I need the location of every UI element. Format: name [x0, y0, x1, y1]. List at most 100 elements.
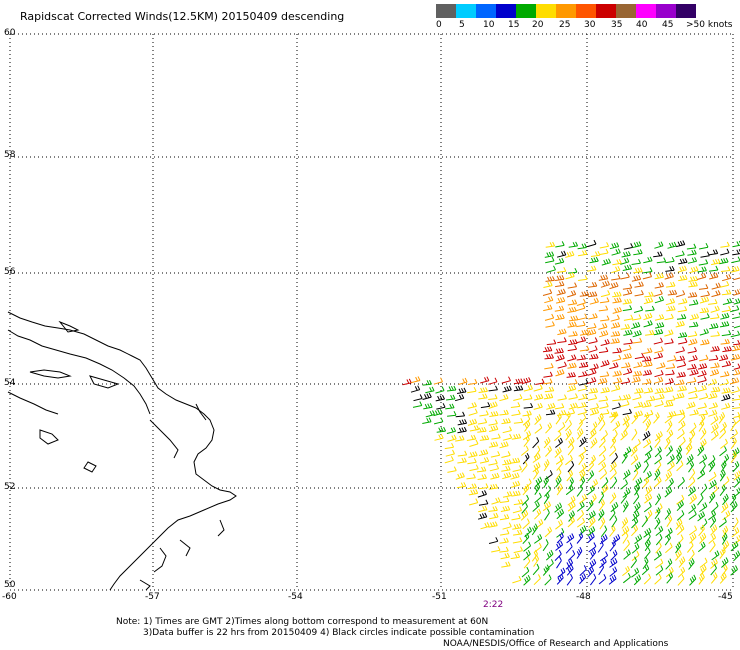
wind-barb [654, 507, 661, 520]
wind-barb [689, 493, 697, 505]
wind-barb [502, 459, 512, 466]
wind-barb [620, 323, 631, 330]
wind-barb [489, 512, 499, 520]
wind-barb [468, 408, 478, 416]
wind-barb [542, 346, 553, 353]
wind-barb [630, 454, 639, 465]
wind-barb [609, 461, 617, 473]
wind-barb [632, 468, 639, 481]
wind-barb [469, 464, 479, 472]
wind-barb [654, 503, 663, 514]
wind-barb [720, 338, 730, 345]
wind-barb [730, 386, 740, 394]
wind-barb [689, 299, 699, 306]
wind-barb [664, 437, 671, 450]
wind-barb [643, 452, 652, 463]
wind-barb [478, 393, 488, 400]
wind-barb [676, 510, 685, 521]
wind-barb [721, 532, 728, 545]
wind-barb [435, 386, 445, 394]
wind-barb [513, 385, 524, 392]
wind-barb [600, 280, 610, 288]
wind-barb [611, 452, 618, 465]
wind-barb [733, 339, 740, 346]
wind-barb [577, 408, 587, 416]
wind-barb [555, 313, 565, 321]
wind-barb [488, 441, 499, 448]
wind-barb [600, 430, 608, 441]
wind-barb [666, 305, 676, 312]
wind-barb [612, 377, 623, 384]
wind-barb [533, 542, 542, 553]
wind-barb [554, 549, 562, 561]
wind-barb [612, 420, 621, 431]
wind-barb [730, 565, 738, 576]
wind-barb [411, 376, 421, 384]
wind-barb [545, 549, 554, 561]
wind-barb [632, 314, 642, 321]
wind-barb [523, 394, 533, 401]
lon-label: -54 [288, 592, 303, 602]
wind-barb [699, 438, 707, 450]
wind-barb [478, 505, 488, 513]
wind-barb [654, 314, 665, 321]
wind-barb [645, 395, 656, 402]
wind-barb [543, 378, 553, 385]
wind-barb [729, 493, 737, 506]
wind-barb [654, 446, 662, 458]
wind-barb [445, 403, 455, 410]
wind-barb [567, 495, 576, 506]
wind-barb [722, 510, 731, 521]
wind-barb [666, 514, 673, 527]
wind-barb [544, 386, 555, 393]
wind-barb [588, 337, 598, 344]
wind-barb [588, 516, 596, 528]
wind-barb [543, 476, 549, 489]
wind-barb [579, 469, 586, 482]
wind-barb [578, 371, 588, 378]
wind-barb [534, 445, 541, 458]
wind-barb [688, 549, 695, 562]
wind-barb [664, 486, 673, 498]
wind-barb [709, 322, 719, 330]
wind-barb [555, 354, 565, 362]
wind-barb [722, 298, 733, 305]
wind-barb [567, 549, 576, 561]
wind-barb [454, 394, 465, 402]
wind-barb [675, 392, 685, 400]
wind-barb [455, 435, 465, 442]
wind-barb [555, 468, 562, 481]
wind-barb [711, 550, 720, 561]
wind-barb [730, 501, 738, 513]
wind-barb [720, 312, 730, 320]
wind-barb [579, 345, 590, 352]
wind-barb [666, 281, 676, 288]
wind-barb [655, 525, 664, 536]
wind-barb [631, 321, 641, 330]
wind-barb [710, 386, 721, 393]
wind-barb [589, 548, 597, 560]
wind-barb [656, 257, 667, 264]
wind-barb [512, 465, 522, 472]
wind-barb [633, 401, 644, 409]
wind-barb [566, 573, 573, 586]
wind-barb [654, 387, 665, 394]
wind-barb [643, 320, 653, 328]
wind-barb [521, 377, 532, 385]
wind-barb [565, 419, 572, 432]
wind-barb [577, 250, 588, 257]
wind-barb [598, 322, 608, 330]
wind-barb [622, 487, 631, 498]
wind-barb [720, 438, 728, 449]
wind-barb [476, 466, 487, 473]
wind-barb [410, 385, 421, 393]
wind-barb [578, 413, 587, 425]
legend-swatch [576, 4, 596, 18]
wind-barb [598, 305, 609, 312]
wind-barb [689, 525, 698, 536]
wind-barb [709, 272, 719, 280]
wind-barb [611, 384, 621, 392]
wind-barb [567, 384, 577, 392]
wind-barb [579, 291, 590, 297]
wind-barb [488, 537, 499, 544]
